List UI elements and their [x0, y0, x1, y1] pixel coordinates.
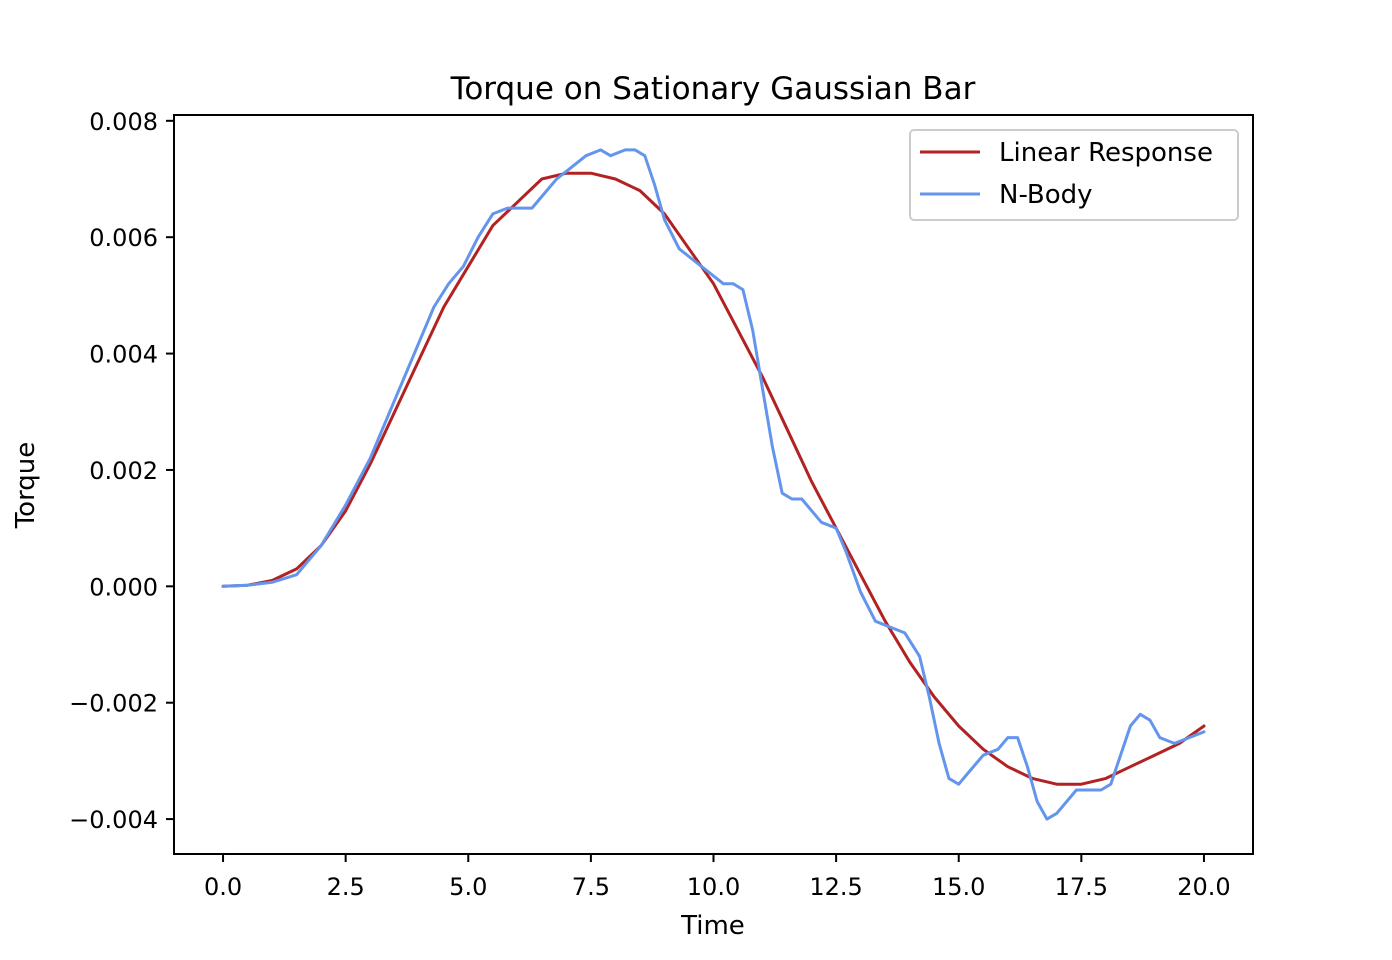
y-tick-label: 0.000	[89, 573, 158, 601]
legend-label-n-body: N-Body	[999, 180, 1093, 210]
x-tick-label: 0.0	[204, 873, 242, 901]
y-tick-label: −0.002	[69, 690, 158, 718]
x-tick-label: 10.0	[687, 873, 740, 901]
y-tick-label: 0.008	[89, 108, 158, 136]
y-axis: −0.004 −0.002 0.000 0.002 0.004 0.006 0.008	[69, 108, 174, 834]
x-tick-label: 7.5	[572, 873, 610, 901]
chart-title: Torque on Sationary Gaussian Bar	[450, 71, 976, 107]
series-line-0	[221, 171, 1206, 786]
legend-label-linear-response: Linear Response	[999, 138, 1213, 168]
y-tick-label: 0.002	[89, 457, 158, 485]
x-tick-label: 2.5	[327, 873, 365, 901]
x-tick-label: 5.0	[449, 873, 487, 901]
series-line-1	[221, 148, 1206, 821]
x-axis: 0.0 2.5 5.0 7.5 10.0 12.5 15.0 17.5 20.0	[204, 854, 1231, 901]
legend-frame	[909, 129, 1239, 221]
y-tick-label: 0.006	[89, 224, 158, 252]
y-tick-label: 0.004	[89, 341, 158, 369]
x-tick-label: 20.0	[1177, 873, 1230, 901]
x-tick-label: 15.0	[932, 873, 985, 901]
x-tick-label: 12.5	[809, 873, 862, 901]
y-axis-label: Torque	[11, 442, 41, 530]
plot-area	[173, 114, 1254, 855]
x-tick-label: 17.5	[1055, 873, 1108, 901]
plot-frame	[173, 114, 1254, 855]
y-tick-label: −0.004	[69, 806, 158, 834]
legend: Linear Response N-Body	[909, 129, 1239, 221]
x-axis-label: Time	[680, 911, 745, 941]
